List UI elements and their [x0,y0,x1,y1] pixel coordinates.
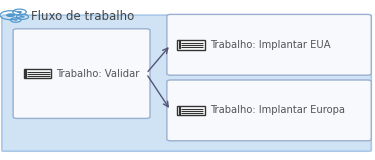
Circle shape [20,16,25,18]
FancyBboxPatch shape [177,106,205,115]
Circle shape [14,19,18,21]
FancyBboxPatch shape [167,80,371,141]
Circle shape [17,11,22,13]
Text: Trabalho: Implantar EUA: Trabalho: Implantar EUA [210,40,331,50]
Text: Trabalho: Implantar Europa: Trabalho: Implantar Europa [210,105,345,115]
FancyBboxPatch shape [167,14,371,75]
Text: Trabalho: Validar: Trabalho: Validar [56,69,140,79]
FancyBboxPatch shape [2,15,371,151]
FancyBboxPatch shape [13,29,150,118]
FancyBboxPatch shape [24,69,51,78]
FancyBboxPatch shape [177,40,205,50]
Text: Fluxo de trabalho: Fluxo de trabalho [31,9,134,23]
Circle shape [6,13,15,17]
